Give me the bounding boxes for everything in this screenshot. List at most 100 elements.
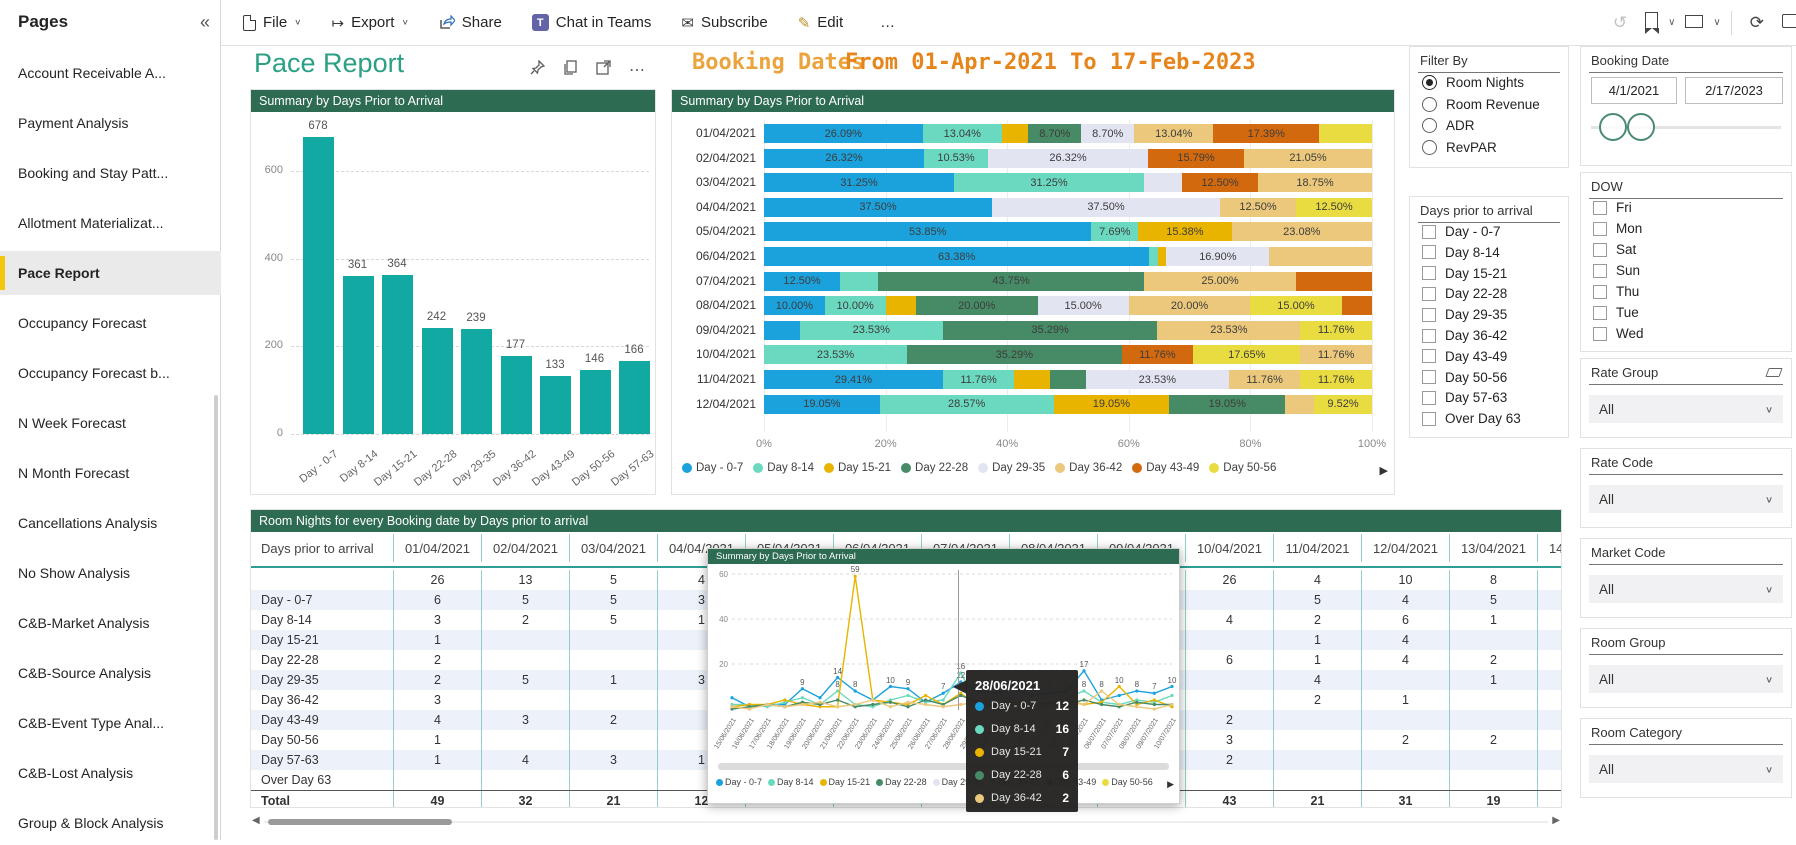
checkbox-fri[interactable]: Fri bbox=[1581, 200, 1632, 215]
checkbox-icon[interactable] bbox=[1593, 285, 1607, 299]
stacked-row-07-04-2021[interactable]: 12.50%43.75%25.00% bbox=[764, 272, 1372, 291]
sidebar-item-no-show-analysis[interactable]: No Show Analysis bbox=[0, 551, 221, 595]
toolbar-chat-in-teams[interactable]: TChat in Teams bbox=[532, 14, 652, 31]
segment-m[interactable] bbox=[840, 272, 878, 291]
segment-m[interactable]: 10.00% bbox=[825, 296, 886, 315]
checkbox-day-50-56[interactable]: Day 50-56 bbox=[1410, 370, 1507, 385]
radio-adr[interactable]: ADR bbox=[1410, 118, 1475, 133]
segment-m[interactable] bbox=[1149, 247, 1158, 266]
segment-m[interactable]: 23.53% bbox=[764, 345, 907, 364]
toolbar-edit[interactable]: ✎Edit bbox=[798, 14, 843, 32]
segment-l[interactable]: 37.50% bbox=[992, 198, 1220, 217]
popup-legend-item-day-50-56[interactable]: Day 50-56 bbox=[1102, 777, 1153, 787]
sidebar-item-pace-report[interactable]: Pace Report bbox=[0, 251, 221, 295]
sidebar-item-occupancy-forecast-b[interactable]: Occupancy Forecast b... bbox=[0, 351, 221, 395]
bar-day-3[interactable] bbox=[422, 328, 453, 434]
stacked-row-04-04-2021[interactable]: 37.50%37.50%12.50%12.50% bbox=[764, 198, 1372, 217]
checkbox-day-0-7[interactable]: Day - 0-7 bbox=[1410, 224, 1501, 239]
eraser-icon[interactable] bbox=[1765, 368, 1782, 377]
segment-m[interactable]: 28.57% bbox=[880, 395, 1054, 414]
market-code-dropdown[interactable]: All∨ bbox=[1589, 575, 1783, 603]
chevron-down-icon[interactable]: ∨ bbox=[1668, 17, 1675, 28]
legend-item-day-43-49[interactable]: Day 43-49 bbox=[1132, 462, 1199, 474]
popup-legend-arrow-icon[interactable]: ▶ bbox=[1167, 779, 1174, 790]
checkbox-day-43-49[interactable]: Day 43-49 bbox=[1410, 349, 1507, 364]
checkbox-icon[interactable] bbox=[1422, 287, 1436, 301]
segment-l[interactable]: 26.32% bbox=[988, 149, 1148, 168]
segment-t[interactable]: 20.00% bbox=[1129, 296, 1251, 315]
segment-o[interactable]: 11.76% bbox=[1122, 345, 1194, 364]
segment-b[interactable]: 31.25% bbox=[764, 173, 954, 192]
scrollbar-thumb[interactable] bbox=[268, 819, 452, 825]
segment-G[interactable]: 8.70% bbox=[1028, 124, 1081, 143]
segment-G[interactable]: 20.00% bbox=[916, 296, 1038, 315]
checkbox-day-22-28[interactable]: Day 22-28 bbox=[1410, 286, 1507, 301]
bar-day-7[interactable] bbox=[580, 370, 611, 434]
segment-t[interactable] bbox=[1285, 395, 1314, 414]
segment-m[interactable]: 7.69% bbox=[1091, 222, 1138, 241]
toolbar-share[interactable]: Share bbox=[439, 14, 502, 31]
checkbox-icon[interactable] bbox=[1422, 308, 1436, 322]
room-group-dropdown[interactable]: All∨ bbox=[1589, 665, 1783, 693]
toolbar-more[interactable]: … bbox=[873, 14, 895, 31]
radio-icon[interactable] bbox=[1422, 97, 1437, 112]
sidebar-item-allotment-materializat[interactable]: Allotment Materializat... bbox=[0, 201, 221, 245]
radio-room-nights[interactable]: Room Nights bbox=[1410, 75, 1524, 90]
segment-t[interactable]: 23.53% bbox=[1157, 321, 1300, 340]
checkbox-icon[interactable] bbox=[1422, 225, 1436, 239]
segment-t[interactable]: 23.08% bbox=[1232, 222, 1372, 241]
checkbox-day-29-35[interactable]: Day 29-35 bbox=[1410, 307, 1507, 322]
date-range-slider-start-handle[interactable] bbox=[1599, 113, 1627, 141]
segment-o[interactable]: 12.50% bbox=[1182, 173, 1258, 192]
pin-icon[interactable] bbox=[530, 60, 545, 80]
sidebar-item-payment-analysis[interactable]: Payment Analysis bbox=[0, 101, 221, 145]
legend-item-day-0-7[interactable]: Day - 0-7 bbox=[682, 462, 743, 474]
segment-t[interactable]: 25.00% bbox=[1144, 272, 1296, 291]
checkbox-mon[interactable]: Mon bbox=[1581, 221, 1642, 236]
sidebar-item-occupancy-forecast[interactable]: Occupancy Forecast bbox=[0, 301, 221, 345]
segment-m[interactable]: 10.53% bbox=[924, 149, 988, 168]
segment-m[interactable]: 23.53% bbox=[800, 321, 943, 340]
segment-l[interactable]: 16.90% bbox=[1166, 247, 1269, 266]
segment-b[interactable] bbox=[764, 321, 800, 340]
segment-y[interactable] bbox=[1319, 124, 1372, 143]
radio-room-revenue[interactable]: Room Revenue bbox=[1410, 97, 1540, 112]
checkbox-icon[interactable] bbox=[1422, 329, 1436, 343]
booking-date-start-input[interactable]: 4/1/2021 bbox=[1591, 77, 1677, 104]
radio-icon[interactable] bbox=[1422, 75, 1437, 90]
checkbox-sat[interactable]: Sat bbox=[1581, 242, 1636, 257]
legend-overflow-arrow-icon[interactable]: ▶ bbox=[1380, 464, 1388, 477]
sidebar-item-cancellations-analysis[interactable]: Cancellations Analysis bbox=[0, 501, 221, 545]
sidebar-item-n-month-forecast[interactable]: N Month Forecast bbox=[0, 451, 221, 495]
bar-day-8[interactable] bbox=[619, 361, 650, 434]
segment-t[interactable]: 13.04% bbox=[1134, 124, 1213, 143]
segment-t[interactable]: 18.75% bbox=[1258, 173, 1372, 192]
radio-revpar[interactable]: RevPAR bbox=[1410, 140, 1497, 155]
checkbox-day-15-21[interactable]: Day 15-21 bbox=[1410, 266, 1507, 281]
legend-item-day-29-35[interactable]: Day 29-35 bbox=[978, 462, 1045, 474]
segment-y[interactable]: 11.76% bbox=[1300, 370, 1372, 389]
checkbox-day-8-14[interactable]: Day 8-14 bbox=[1410, 245, 1500, 260]
checkbox-icon[interactable] bbox=[1422, 349, 1436, 363]
segment-G[interactable]: 19.05% bbox=[1169, 395, 1285, 414]
date-range-slider-end-handle[interactable] bbox=[1627, 113, 1655, 141]
segment-l[interactable] bbox=[1144, 173, 1182, 192]
checkbox-icon[interactable] bbox=[1593, 264, 1607, 278]
legend-item-day-50-56[interactable]: Day 50-56 bbox=[1209, 462, 1276, 474]
stacked-row-01-04-2021[interactable]: 26.09%13.04%8.70%8.70%13.04%17.39% bbox=[764, 124, 1372, 143]
stacked-row-06-04-2021[interactable]: 63.38%16.90% bbox=[764, 247, 1372, 266]
checkbox-icon[interactable] bbox=[1422, 370, 1436, 384]
bar-day-4[interactable] bbox=[461, 329, 492, 434]
bar-day-0[interactable] bbox=[303, 137, 334, 434]
segment-l[interactable]: 15.00% bbox=[1038, 296, 1129, 315]
segment-o[interactable]: 15.79% bbox=[1148, 149, 1244, 168]
toolbar-export[interactable]: ↦Export∨ bbox=[332, 14, 409, 32]
segment-b[interactable]: 26.32% bbox=[764, 149, 924, 168]
refresh-icon[interactable]: ⟳ bbox=[1750, 13, 1764, 33]
bar-day-2[interactable] bbox=[382, 275, 413, 434]
popup-legend-item-day-15-21[interactable]: Day 15-21 bbox=[820, 777, 871, 787]
stacked-row-08-04-2021[interactable]: 10.00%10.00%20.00%15.00%20.00%15.00% bbox=[764, 296, 1372, 315]
checkbox-icon[interactable] bbox=[1593, 327, 1607, 341]
checkbox-icon[interactable] bbox=[1422, 245, 1436, 259]
sidebar-item-c-b-lost-analysis[interactable]: C&B-Lost Analysis bbox=[0, 751, 221, 795]
